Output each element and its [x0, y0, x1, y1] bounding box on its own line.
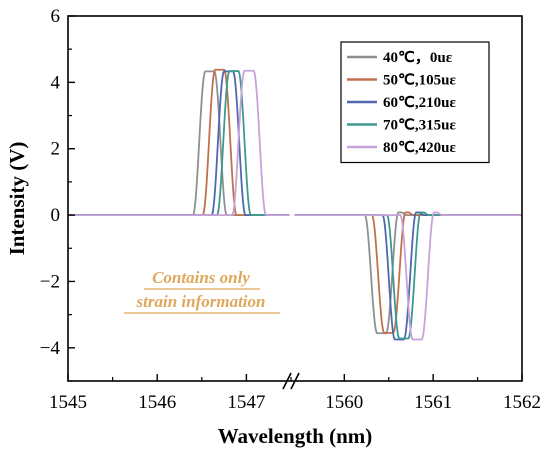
y-tick-label: 4 [51, 72, 61, 93]
legend-item: 40℃，0uε [347, 50, 453, 66]
series-line-peak [68, 69, 290, 216]
legend-item: 80℃,420uε [347, 140, 456, 156]
annotation-line: strain information [136, 292, 266, 311]
legend-label: 40℃，0uε [383, 50, 453, 66]
x-tick-label: 1546 [138, 392, 176, 413]
legend-label: 50℃,105uε [383, 73, 456, 89]
legend-label: 60℃,210uε [383, 95, 456, 111]
curves-layer [68, 68, 522, 341]
series-line-dip [294, 211, 522, 341]
series-line-dip [294, 211, 522, 340]
x-tick-label: 1562 [503, 392, 541, 413]
x-tick-label: 1561 [414, 392, 452, 413]
series-line-dip [294, 211, 522, 341]
axis-break-marks [282, 10, 300, 390]
legend-label: 80℃,420uε [383, 140, 456, 156]
legend-item: 50℃,105uε [347, 73, 456, 89]
legend-item: 60℃,210uε [347, 95, 456, 111]
y-tick-label: 6 [51, 6, 61, 27]
y-axis-ticks: 6 4 2 0 −2 −4 [40, 6, 75, 382]
x-axis-title: Wavelength (nm) [218, 424, 373, 448]
y-tick-label: 0 [51, 205, 61, 226]
annotation: Contains only strain information [124, 268, 280, 314]
x-axis-ticks: 1545 1546 1547 1560 1561 1562 [49, 374, 541, 413]
y-tick-label: −4 [40, 338, 61, 359]
y-tick-label: 2 [51, 139, 61, 160]
legend-label: 70℃,315uε [383, 118, 456, 134]
y-tick-label: −2 [40, 271, 60, 292]
x-tick-label: 1545 [49, 392, 87, 413]
x-tick-label: 1547 [227, 392, 265, 413]
y-axis-title: Intensity (V) [5, 142, 29, 256]
legend-item: 70℃,315uε [347, 118, 456, 134]
legend: 40℃，0uε 50℃,105uε 60℃,210uε 70℃,315uε 80℃,42… [340, 41, 490, 164]
plot-frame [67, 15, 523, 382]
x-tick-label: 1560 [325, 392, 363, 413]
annotation-line: Contains only [152, 268, 250, 287]
